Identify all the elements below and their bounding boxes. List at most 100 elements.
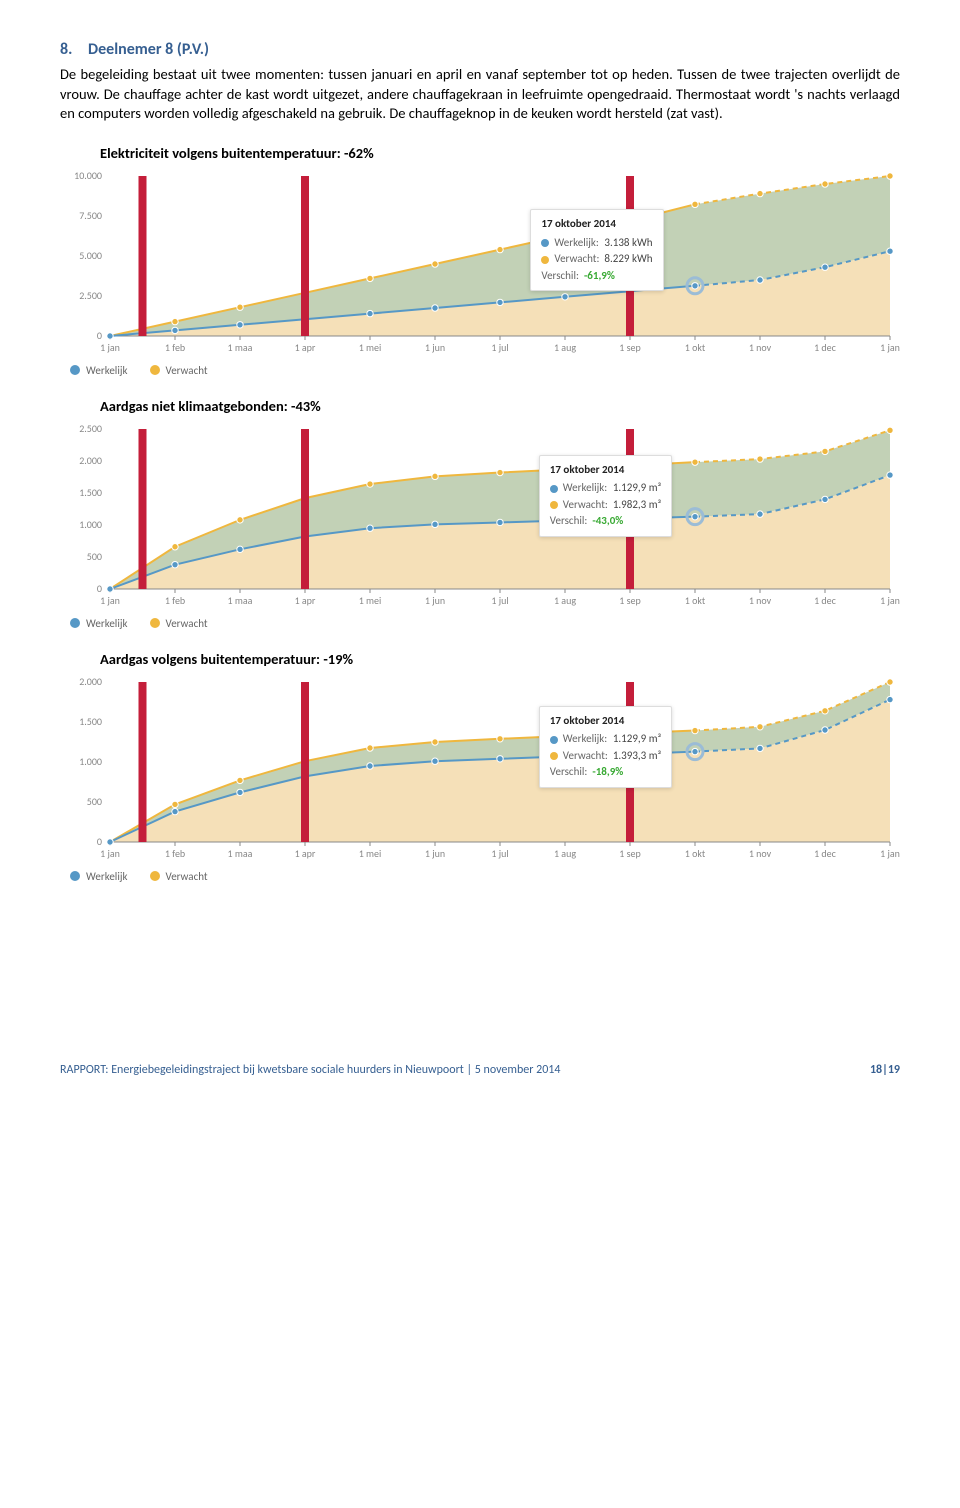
svg-text:7.500: 7.500 [79,209,102,222]
tooltip-row: Werkelijk:3.138 kWh [541,235,652,252]
tooltip-verschil-label: Verschil: [550,513,588,530]
legend-item: Verwacht [150,870,208,883]
tooltip-dot-icon [550,736,558,744]
tooltip-dot-icon [550,752,558,760]
legend-label: Verwacht [166,617,208,630]
legend-label: Verwacht [166,870,208,883]
svg-text:1 jun: 1 jun [425,341,445,354]
svg-text:1.000: 1.000 [79,518,102,531]
legend-dot-icon [70,871,80,881]
svg-text:1 feb: 1 feb [165,594,185,607]
tooltip-dot-icon [541,256,549,264]
svg-text:1 jun: 1 jun [425,847,445,860]
tooltip-verschil-value: -18,9% [592,764,623,781]
legend-item: Werkelijk [70,364,128,377]
svg-text:5.000: 5.000 [79,249,102,262]
legend-label: Werkelijk [86,364,128,377]
svg-text:1 apr: 1 apr [295,594,316,607]
chart: 05001.0001.5002.0002.5001 jan1 feb1 maa1… [60,421,900,611]
svg-text:1 maa: 1 maa [228,594,253,607]
legend-item: Verwacht [150,617,208,630]
svg-text:1 jul: 1 jul [491,341,508,354]
tooltip-verschil-row: Verschil: -43,0% [550,513,661,530]
legend-item: Werkelijk [70,870,128,883]
svg-text:1 apr: 1 apr [295,847,316,860]
svg-text:1 mei: 1 mei [359,341,382,354]
chart-svg: 05001.0001.5002.0001 jan1 feb1 maa1 apr1… [60,674,900,864]
svg-text:1 okt: 1 okt [685,847,706,860]
tooltip-dot-icon [550,485,558,493]
svg-text:1 dec: 1 dec [814,341,837,354]
charts-container: Elektriciteit volgens buitentemperatuur:… [60,144,900,883]
heading-title: Deelnemer 8 (P.V.) [88,40,209,59]
svg-text:2.000: 2.000 [79,675,102,688]
chart-legend: Werkelijk Verwacht [70,364,900,377]
tooltip-value: 1.393,3 m³ [613,748,661,765]
legend-item: Verwacht [150,364,208,377]
chart-svg: 05001.0001.5002.0002.5001 jan1 feb1 maa1… [60,421,900,611]
chart-title: Elektriciteit volgens buitentemperatuur:… [100,144,900,162]
heading-number: 8. [60,40,72,59]
tooltip-label: Verwacht: [554,251,599,268]
tooltip-value: 1.982,3 m³ [613,497,661,514]
svg-text:1 nov: 1 nov [749,847,772,860]
svg-text:1 dec: 1 dec [814,594,837,607]
svg-text:1 feb: 1 feb [165,341,185,354]
svg-text:1.500: 1.500 [79,486,102,499]
tooltip-row: Verwacht: 1.393,3 m³ [550,748,661,765]
svg-text:1 sep: 1 sep [619,341,640,354]
tooltip-label: Werkelijk: [563,731,607,748]
svg-text:1 jul: 1 jul [491,847,508,860]
legend-dot-icon [150,365,160,375]
legend-dot-icon [70,618,80,628]
tooltip-row: Werkelijk:1.129,9 m³ [550,731,661,748]
tooltip-row: Verwacht: 1.982,3 m³ [550,497,661,514]
svg-text:1 jan: 1 jan [100,847,120,860]
svg-text:1 feb: 1 feb [165,847,185,860]
chart-title: Aardgas niet klimaatgebonden: -43% [100,397,900,415]
chart: 02.5005.0007.50010.0001 jan1 feb1 maa1 a… [60,168,900,358]
tooltip-dot-icon [541,239,549,247]
svg-text:1 apr: 1 apr [295,341,316,354]
chart-legend: Werkelijk Verwacht [70,870,900,883]
tooltip-label: Verwacht: [563,497,608,514]
svg-text:1 jun: 1 jun [425,594,445,607]
svg-text:1 sep: 1 sep [619,847,640,860]
chart-legend: WerkelijkVerwacht [70,617,900,630]
tooltip-date: 17 oktober 2014 [541,216,652,233]
svg-text:1.500: 1.500 [79,715,102,728]
svg-text:1 aug: 1 aug [554,594,576,607]
svg-text:1 mei: 1 mei [359,847,382,860]
chart-tooltip: 17 oktober 2014Werkelijk:1.129,9 m³Verwa… [539,455,672,537]
legend-dot-icon [150,871,160,881]
tooltip-value: 8.229 kWh [604,251,652,268]
svg-text:1 jan: 1 jan [880,594,900,607]
svg-text:1 okt: 1 okt [685,594,706,607]
tooltip-label: Werkelijk: [554,235,598,252]
svg-text:1 aug: 1 aug [554,847,576,860]
chart-svg: 02.5005.0007.50010.0001 jan1 feb1 maa1 a… [60,168,900,358]
tooltip-dot-icon [550,501,558,509]
svg-text:1 jul: 1 jul [491,594,508,607]
svg-text:1 sep: 1 sep [619,594,640,607]
svg-text:1 jan: 1 jan [880,847,900,860]
svg-text:1 maa: 1 maa [228,341,253,354]
footer-left: RAPPORT: Energiebegeleidingstraject bij … [60,1063,560,1077]
svg-text:1 okt: 1 okt [685,341,706,354]
tooltip-verschil-label: Verschil: [550,764,588,781]
body-paragraph: De begeleiding bestaat uit twee momenten… [60,65,900,124]
tooltip-verschil-row: Verschil: -18,9% [550,764,661,781]
chart-tooltip: 17 oktober 2014 Werkelijk:3.138 kWhVerwac… [530,209,663,291]
legend-dot-icon [70,365,80,375]
chart-tooltip: 17 oktober 2014Werkelijk:1.129,9 m³Verwa… [539,706,672,788]
tooltip-verschil-row: Verschil: -61,9% [541,268,652,285]
svg-text:2.500: 2.500 [79,289,102,302]
svg-text:2.500: 2.500 [79,422,102,435]
tooltip-verschil-label: Verschil: [541,268,579,285]
footer-page: 18|19 [870,1063,900,1077]
svg-text:1 nov: 1 nov [749,341,772,354]
tooltip-label: Verwacht: [563,748,608,765]
tooltip-value: 1.129,9 m³ [613,480,661,497]
svg-text:1.000: 1.000 [79,755,102,768]
svg-text:1 aug: 1 aug [554,341,576,354]
